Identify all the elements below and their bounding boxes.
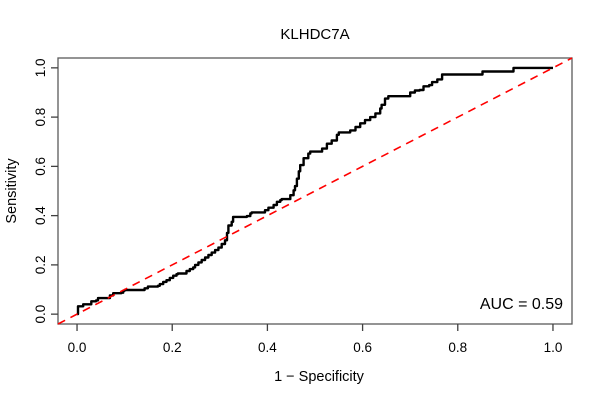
y-tick-label: 0.2 [33,255,48,274]
y-tick-label: 0.6 [33,157,48,176]
roc-curve-path [76,66,553,316]
x-tick-label: 0.0 [68,340,87,355]
y-tick-label: 0.0 [33,305,48,324]
chance-diagonal-path [57,57,573,325]
y-tick-label: 0.8 [33,108,48,127]
x-tick-label: 0.4 [258,340,277,355]
x-tick-label: 0.8 [448,340,467,355]
plot-title: KLHDC7A [280,26,349,43]
x-axis-label: 1 − Specificity [274,369,365,385]
x-tick-label: 0.2 [163,340,182,355]
auc-annotation: AUC = 0.59 [480,296,563,313]
y-tick-label: 0.4 [33,206,48,225]
x-tick-label: 0.6 [353,340,372,355]
y-tick-label: 1.0 [33,58,48,77]
plot-box [57,57,573,325]
plot-area: 0.0 0.2 0.4 0.6 0.8 1.0 0.0 0.2 0.4 0.6 0.8 1.0 [33,57,573,355]
y-axis-label: Sensitivity [4,158,20,224]
x-tick-label: 1.0 [544,340,563,355]
